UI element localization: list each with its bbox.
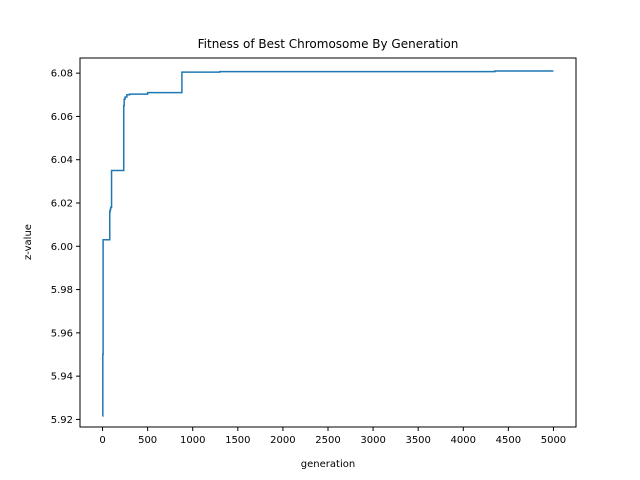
y-tick-label: 6.00 bbox=[51, 242, 73, 253]
y-tick-label: 6.02 bbox=[51, 199, 73, 210]
y-tick-label: 5.92 bbox=[51, 415, 73, 426]
x-tick-label: 1500 bbox=[225, 435, 250, 446]
series-line bbox=[102, 70, 554, 417]
x-tick-label: 3000 bbox=[360, 435, 385, 446]
x-tick-label: 1000 bbox=[180, 435, 205, 446]
x-axis-ticks: 0 500 1000 1500 2000 2500 3000 3500 4000 4500 5000 bbox=[99, 427, 566, 446]
y-axis-ticks: 5.92 5.94 5.96 5.98 6.00 6.02 6.04 6.06 6.08 bbox=[51, 69, 80, 426]
y-tick-label: 6.04 bbox=[51, 155, 73, 166]
x-tick-label: 3500 bbox=[405, 435, 430, 446]
x-tick-label: 4000 bbox=[451, 435, 476, 446]
x-tick-label: 4500 bbox=[496, 435, 521, 446]
x-tick-label: 0 bbox=[99, 435, 105, 446]
y-tick-label: 6.08 bbox=[51, 69, 73, 80]
y-tick-label: 5.94 bbox=[51, 372, 73, 383]
chart-title: Fitness of Best Chromosome By Generation bbox=[198, 37, 459, 51]
x-tick-label: 2000 bbox=[270, 435, 295, 446]
plot-area-frame bbox=[79, 57, 577, 428]
y-axis-label: z-value bbox=[23, 224, 34, 260]
x-tick-label: 2500 bbox=[315, 435, 340, 446]
y-tick-label: 6.06 bbox=[51, 112, 73, 123]
x-tick-label: 500 bbox=[138, 435, 157, 446]
x-axis-label: generation bbox=[301, 459, 355, 470]
y-tick-label: 5.98 bbox=[51, 285, 73, 296]
plot-content bbox=[102, 70, 554, 417]
x-tick-label: 5000 bbox=[541, 435, 566, 446]
y-tick-label: 5.96 bbox=[51, 328, 73, 339]
